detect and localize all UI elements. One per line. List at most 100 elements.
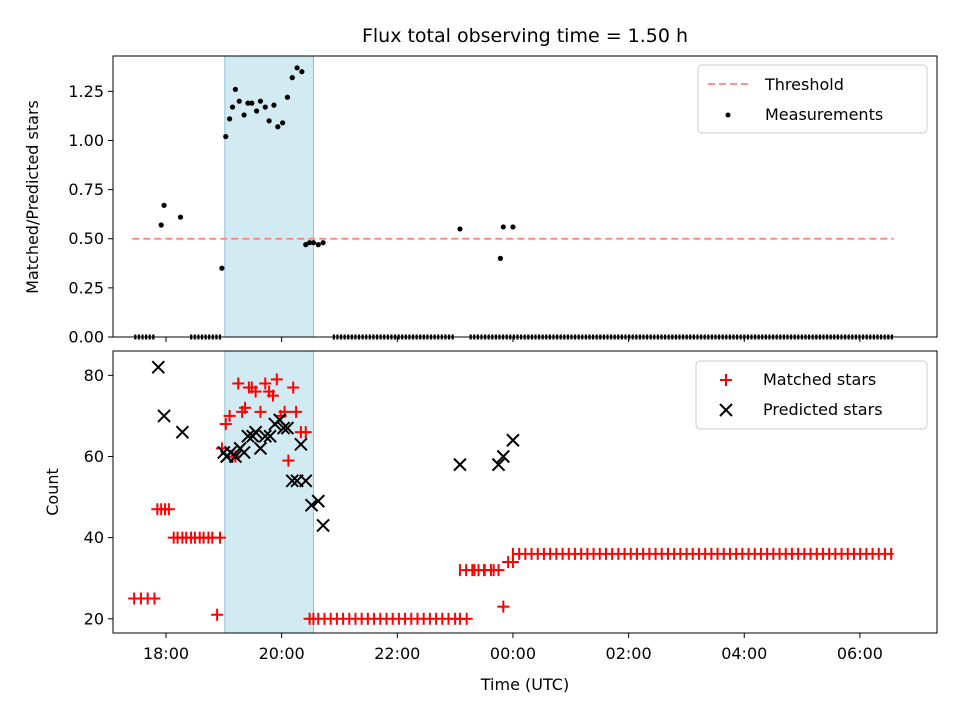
predicted-star-point	[316, 518, 330, 533]
matched-star-point	[232, 377, 245, 390]
bottom-axes-frame	[112, 350, 938, 634]
matched-star-point	[254, 405, 267, 418]
measurement-point	[219, 265, 225, 271]
bottom-legend-box	[695, 360, 928, 430]
predicted-star-point	[263, 429, 277, 443]
matched-star-point	[223, 409, 236, 422]
bottom-panel: 20 40 60 80 18:00 20:00 22:00 00:00 02:00 04:00 0…	[43, 337, 938, 694]
measurement-point	[497, 255, 504, 261]
measurement-point	[262, 104, 268, 110]
measurement-point	[232, 86, 238, 93]
top-y-axis-label: Matched/Predicted stars	[23, 100, 42, 294]
measurement-point	[245, 100, 251, 106]
legend-matched-swatch	[720, 374, 732, 386]
measurement-point	[161, 202, 167, 208]
legend-predicted-swatch	[719, 403, 733, 417]
predicted-star-point	[491, 457, 506, 472]
predicted-star-point	[253, 441, 268, 456]
measurement-point	[223, 133, 229, 140]
predicted-star-point	[241, 429, 255, 443]
legend-measurements-label: Measurements	[765, 105, 883, 124]
x-ticks: 18:00 20:00 22:00 00:00 02:00 04:00 06:00	[143, 337, 883, 663]
measurement-point	[275, 124, 281, 130]
bottom-y-axis-label: Count	[43, 468, 62, 516]
measurement-point	[457, 226, 463, 232]
predicted-star-point	[258, 429, 272, 443]
measurement-point	[315, 242, 321, 248]
x-tick-label: 18:00	[143, 644, 189, 663]
predicted-star-point	[304, 498, 319, 512]
measurement-point	[307, 240, 313, 246]
predicted-star-point	[237, 445, 251, 460]
measurement-point	[280, 120, 286, 126]
measurement-point	[271, 102, 277, 108]
matched-star-point	[239, 401, 252, 414]
predicted-star-point	[294, 437, 308, 452]
predicted-star-point	[311, 494, 325, 508]
y-tick-label: 0.00	[68, 328, 104, 347]
predicted-star-point	[248, 425, 263, 439]
measurement-point	[266, 118, 272, 124]
x-axis-label: Time (UTC)	[480, 675, 569, 694]
matched-star-point	[148, 592, 161, 605]
measurement-point	[320, 240, 326, 246]
legend-matched-label: Matched stars	[763, 370, 876, 389]
top-legend-box	[697, 64, 928, 134]
bottom-y-ticks: 20 40 60 80	[84, 366, 113, 628]
measurement-point	[294, 65, 300, 71]
y-tick-label: 0.50	[68, 229, 104, 248]
matched-star-point	[249, 385, 262, 398]
predicted-star-point	[496, 449, 511, 464]
predicted-star-point	[299, 474, 313, 488]
predicted-star-point	[157, 409, 171, 423]
observing-window-shade	[224, 55, 314, 338]
matched-star-point	[287, 381, 300, 394]
matched-star-point	[299, 426, 312, 439]
matched-star-point	[259, 377, 272, 390]
predicted-star-point	[506, 433, 520, 447]
measurement-point	[289, 75, 295, 81]
matched-star-point	[213, 531, 226, 544]
measurement-point	[249, 100, 255, 106]
x-tick-label: 22:00	[374, 644, 420, 663]
top-y-ticks: 0.00 0.25 0.50 0.75 1.00 1.25	[68, 82, 113, 347]
figure-title: Flux total observing time = 1.50 h	[362, 25, 688, 47]
matched-star-point	[219, 418, 232, 431]
predicted-star-point	[280, 421, 295, 435]
measurement-point	[500, 224, 506, 230]
y-tick-label: 40	[84, 528, 104, 547]
top-panel: 0.00 0.25 0.50 0.75 1.00 1.25 Matched/Predict…	[23, 55, 938, 347]
measurement-point	[241, 112, 247, 118]
x-tick-label: 04:00	[721, 644, 767, 663]
predicted-star-point	[151, 360, 166, 374]
top-axes-frame	[112, 55, 938, 338]
measurement-point	[299, 69, 305, 75]
x-tick-label: 02:00	[606, 644, 652, 663]
x-tick-label: 06:00	[837, 644, 883, 663]
bottom-plot-area	[128, 360, 894, 625]
matched-star-point	[266, 389, 279, 402]
measurement-point	[284, 94, 291, 100]
matched-star-point	[460, 612, 473, 625]
predicted-star-point	[285, 474, 299, 488]
matched-star-point	[492, 564, 505, 577]
top-legend: Threshold Measurements	[697, 64, 928, 134]
measurement-point	[236, 98, 242, 104]
y-tick-label: 0.75	[68, 180, 104, 199]
measurement-point	[177, 214, 184, 220]
predicted-star-point	[276, 421, 291, 435]
y-tick-label: 20	[84, 609, 104, 628]
y-tick-label: 1.00	[68, 131, 104, 150]
measurement-point	[257, 98, 264, 104]
matched-star-point	[270, 373, 283, 386]
legend-threshold-label: Threshold	[764, 75, 844, 94]
matched-star-point	[211, 608, 224, 621]
bottom-legend: Matched stars Predicted stars	[695, 360, 928, 430]
measurement-point	[310, 240, 317, 246]
measurement-point	[303, 242, 309, 248]
measurement-point	[227, 116, 233, 122]
predicted-star-point	[228, 449, 243, 464]
legend-predicted-label: Predicted stars	[763, 400, 883, 419]
legend-measurements-swatch	[725, 112, 731, 118]
